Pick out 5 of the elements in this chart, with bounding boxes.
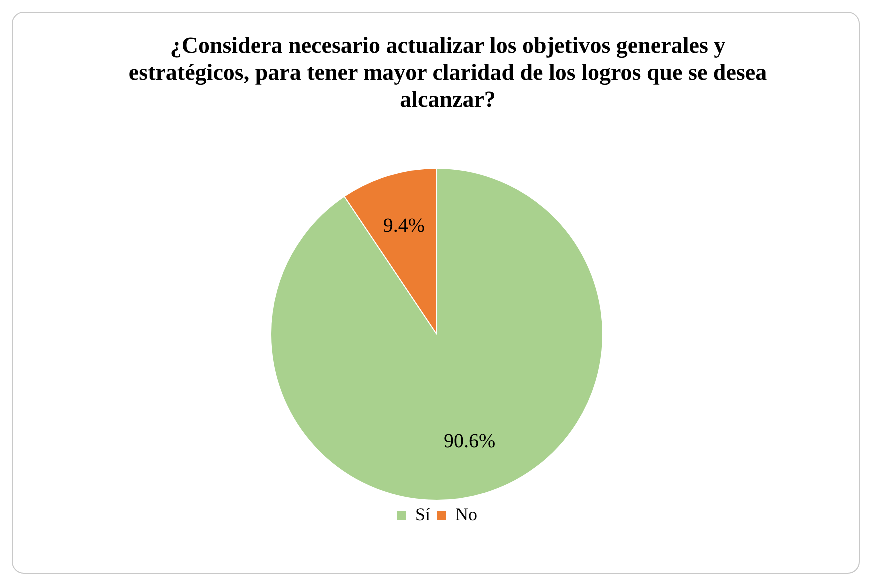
legend-label: Sí (415, 504, 431, 525)
data-label: 90.6% (444, 430, 496, 453)
chart-title: ¿Considera necesario actualizar los objetivos generales y estratégicos, para tener mayor claridad de los logros que se desea alcanzar? (128, 32, 768, 113)
legend-label: No (456, 504, 478, 525)
data-label: 9.4% (383, 214, 425, 237)
